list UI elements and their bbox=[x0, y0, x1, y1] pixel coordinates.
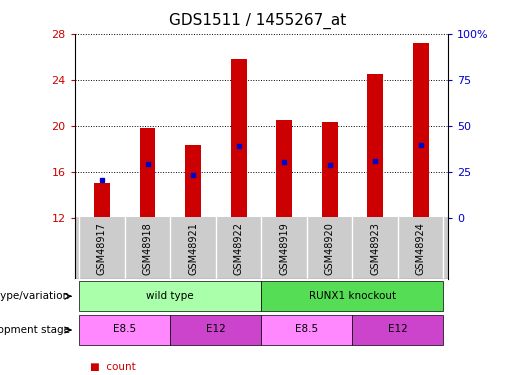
Text: GSM48918: GSM48918 bbox=[143, 222, 152, 275]
Text: ■  count: ■ count bbox=[90, 362, 136, 372]
Bar bbox=[94, 183, 110, 218]
Bar bbox=[185, 145, 201, 218]
Text: development stage: development stage bbox=[0, 325, 70, 335]
Text: GSM48924: GSM48924 bbox=[416, 222, 426, 275]
Bar bbox=[413, 43, 428, 218]
Text: RUNX1 knockout: RUNX1 knockout bbox=[309, 291, 396, 301]
Bar bbox=[140, 128, 156, 218]
Bar bbox=[367, 74, 383, 217]
Text: GSM48922: GSM48922 bbox=[234, 222, 244, 275]
Bar bbox=[170, 315, 261, 345]
Bar bbox=[79, 281, 261, 311]
Bar bbox=[261, 315, 352, 345]
Text: GDS1511 / 1455267_at: GDS1511 / 1455267_at bbox=[169, 12, 346, 29]
Text: genotype/variation: genotype/variation bbox=[0, 291, 70, 301]
Bar bbox=[322, 122, 338, 218]
Text: E12: E12 bbox=[206, 324, 226, 334]
Text: GSM48917: GSM48917 bbox=[97, 222, 107, 275]
Text: E8.5: E8.5 bbox=[113, 324, 136, 334]
Text: E8.5: E8.5 bbox=[295, 324, 318, 334]
Bar bbox=[352, 315, 443, 345]
Text: GSM48923: GSM48923 bbox=[370, 222, 380, 275]
Text: E12: E12 bbox=[388, 324, 408, 334]
Bar bbox=[276, 120, 292, 218]
Bar bbox=[79, 315, 170, 345]
Bar bbox=[261, 281, 443, 311]
Text: GSM48921: GSM48921 bbox=[188, 222, 198, 275]
Bar bbox=[231, 59, 247, 217]
Text: GSM48919: GSM48919 bbox=[279, 222, 289, 275]
Text: wild type: wild type bbox=[146, 291, 194, 301]
Text: GSM48920: GSM48920 bbox=[324, 222, 335, 275]
